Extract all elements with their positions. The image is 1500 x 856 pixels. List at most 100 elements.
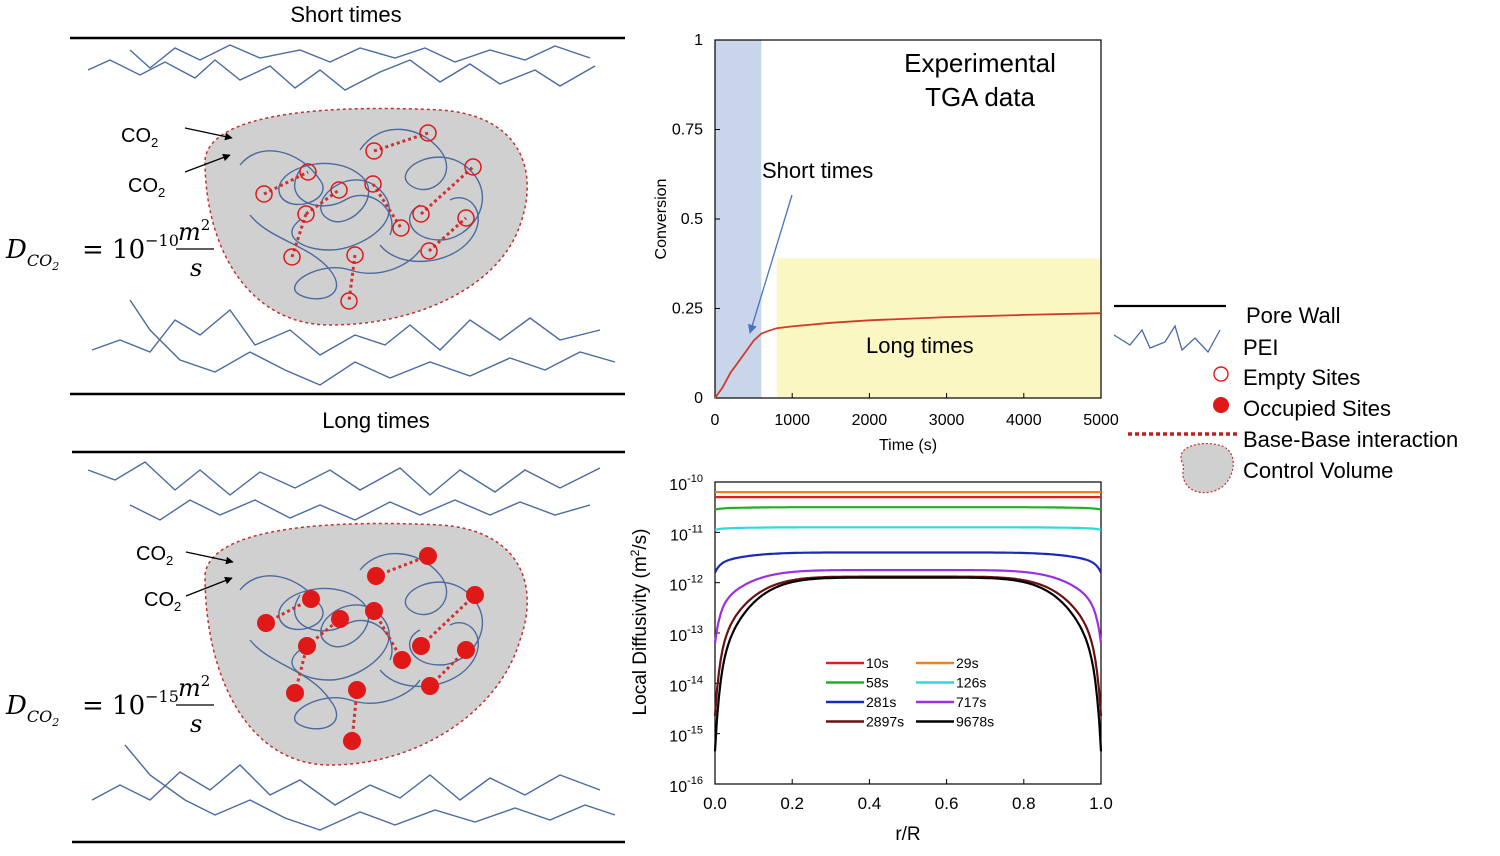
tga-chart: 0 1000 2000 3000 4000 5000 0 0.25 0.5 0.75 1 Expe… bbox=[653, 32, 1119, 454]
tga-conversion-line bbox=[714, 312, 1102, 399]
diffusivity-x-tick-label: 0.4 bbox=[858, 794, 882, 813]
tga-y-label: Conversion bbox=[653, 179, 670, 260]
legend-label-9678s: 9678s bbox=[956, 714, 994, 730]
tga-x-tick-label: 5000 bbox=[1083, 412, 1119, 429]
diffusivity-series-58s bbox=[714, 506, 1102, 511]
svg-text:= 10−15: = 10−15 bbox=[82, 687, 179, 721]
tga-x-tick-label: 4000 bbox=[1006, 412, 1042, 429]
co2-label-4: CO2 bbox=[144, 589, 181, 614]
pei-chain-icon bbox=[1113, 324, 1221, 354]
tga-y-tick-label: 1 bbox=[694, 32, 703, 49]
legend-base-base: Base-Base interaction bbox=[1243, 427, 1458, 452]
empty-sites bbox=[255, 124, 482, 310]
tga-title-line1: Experimental bbox=[904, 48, 1056, 78]
diffusivity-x-tick-label: 1.0 bbox=[1089, 794, 1113, 813]
legend-label-126s: 126s bbox=[956, 675, 986, 691]
diffusivity-y-tick-label: 10-12 bbox=[669, 574, 703, 595]
tga-annotation-long: Long times bbox=[866, 333, 974, 358]
tga-x-tick-label: 1000 bbox=[774, 412, 810, 429]
legend-label-2897s: 2897s bbox=[866, 714, 904, 730]
tga-y-tick-label: 0 bbox=[694, 390, 703, 407]
diffusivity-series-126s bbox=[714, 526, 1102, 531]
filled-circle-icon bbox=[1213, 397, 1229, 413]
co2-label-2: CO2 bbox=[128, 175, 165, 200]
co2-arrow-3 bbox=[185, 551, 234, 565]
tga-y-ticks: 0 0.25 0.5 0.75 1 bbox=[672, 32, 720, 407]
legend-occupied-sites: Occupied Sites bbox=[1243, 396, 1391, 421]
legend-label-58s: 58s bbox=[866, 675, 889, 691]
legend-control-volume: Control Volume bbox=[1243, 458, 1393, 483]
diffusivity-y-ticks: 10-10 10-11 10-12 10-13 10-14 10-15 10-16 bbox=[669, 473, 720, 796]
diffusivity-y-tick-label: 10-16 bbox=[669, 775, 703, 796]
short-times-arrow bbox=[748, 194, 793, 334]
diffusivity-chart: 0.0 0.2 0.4 0.6 0.8 1.0 10-1010-1110-1210-131… bbox=[628, 473, 1113, 845]
short-times-title: Short times bbox=[290, 2, 401, 27]
short-times-panel: Short times bbox=[5, 2, 625, 396]
svg-text:= 10−10: = 10−10 bbox=[82, 231, 179, 265]
diffusivity-x-tick-label: 0.8 bbox=[1012, 794, 1036, 813]
diffusivity-series-9678s bbox=[713, 576, 1103, 752]
pei-strand-bottom bbox=[91, 308, 601, 356]
occupied-sites bbox=[257, 547, 484, 750]
legend-empty-sites: Empty Sites bbox=[1243, 365, 1360, 390]
tga-y-tick-label: 0.5 bbox=[681, 211, 703, 228]
legend-label-717s: 717s bbox=[956, 694, 986, 710]
long-times-panel: Long times bbox=[5, 408, 625, 844]
tga-x-tick-label: 0 bbox=[711, 412, 720, 429]
long-times-region bbox=[776, 258, 1101, 398]
short-times-region bbox=[715, 40, 762, 398]
tga-x-label: Time (s) bbox=[879, 437, 937, 454]
schematic-legend: Pore Wall PEI Empty Sites Occupied Sites… bbox=[1113, 303, 1458, 494]
diffusivity-x-label: r/R bbox=[895, 824, 920, 845]
co2-arrow-1 bbox=[184, 127, 233, 141]
pei-strand-top-4 bbox=[129, 499, 591, 521]
tga-x-ticks: 0 1000 2000 3000 4000 5000 bbox=[711, 393, 1119, 429]
pei-strand-bottom-4 bbox=[124, 744, 616, 831]
tga-y-tick-label: 0.75 bbox=[672, 122, 703, 139]
legend-pore-wall: Pore Wall bbox=[1246, 303, 1341, 328]
svg-text:DCO2: DCO2 bbox=[5, 691, 59, 729]
diffusivity-x-tick-label: 0.2 bbox=[780, 794, 804, 813]
long-times-title: Long times bbox=[322, 408, 430, 433]
tga-title-line2: TGA data bbox=[925, 82, 1035, 112]
tga-x-tick-label: 3000 bbox=[929, 412, 965, 429]
pei-strand-top-3 bbox=[87, 461, 601, 496]
pei-network bbox=[239, 128, 483, 300]
svg-text:m2: m2 bbox=[178, 216, 210, 246]
diffusivity-legend: 10s 29s 58s 126s 281s 717s 2897s 9678s bbox=[826, 655, 994, 730]
blob-icon bbox=[1180, 443, 1234, 494]
legend-label-10s: 10s bbox=[866, 655, 889, 671]
diffusivity-series-2897s bbox=[713, 575, 1103, 717]
diffusivity-y-tick-label: 10-11 bbox=[670, 523, 703, 544]
diffusivity-y-label: Local Diffusivity (m2/s) bbox=[628, 529, 651, 716]
diffusivity-x-tick-label: 0.6 bbox=[935, 794, 959, 813]
svg-text:DCO2: DCO2 bbox=[5, 235, 59, 273]
legend-pei: PEI bbox=[1243, 335, 1278, 360]
co2-label-1: CO2 bbox=[121, 125, 158, 150]
pei-strand-bottom-3 bbox=[91, 764, 601, 806]
open-circle-icon bbox=[1213, 366, 1229, 382]
svg-text:s: s bbox=[190, 254, 202, 282]
tga-annotation-short: Short times bbox=[762, 158, 873, 183]
pei-strand-bottom-2 bbox=[129, 299, 616, 386]
diffusivity-equation-short: DCO2 = 10−10 m2 s bbox=[5, 216, 214, 282]
diffusivity-y-tick-label: 10-15 bbox=[669, 725, 703, 746]
control-volume-2 bbox=[204, 522, 528, 766]
diffusivity-y-tick-label: 10-10 bbox=[669, 473, 703, 494]
pei-strand-top bbox=[87, 59, 596, 91]
diffusivity-series bbox=[713, 491, 1103, 752]
svg-text:s: s bbox=[190, 710, 202, 738]
tga-y-tick-label: 0.25 bbox=[672, 301, 703, 318]
legend-label-281s: 281s bbox=[866, 694, 896, 710]
diffusivity-y-tick-label: 10-14 bbox=[669, 674, 703, 695]
tga-x-tick-label: 2000 bbox=[852, 412, 888, 429]
diffusivity-series-717s bbox=[713, 569, 1103, 644]
svg-text:m2: m2 bbox=[178, 672, 210, 702]
co2-arrow-4 bbox=[185, 576, 233, 597]
diffusivity-equation-long: DCO2 = 10−15 m2 s bbox=[5, 672, 214, 738]
pei-strand-top-2 bbox=[129, 44, 591, 69]
diffusivity-y-tick-label: 10-13 bbox=[669, 624, 703, 645]
legend-label-29s: 29s bbox=[956, 655, 979, 671]
diffusivity-series-281s bbox=[714, 551, 1102, 574]
